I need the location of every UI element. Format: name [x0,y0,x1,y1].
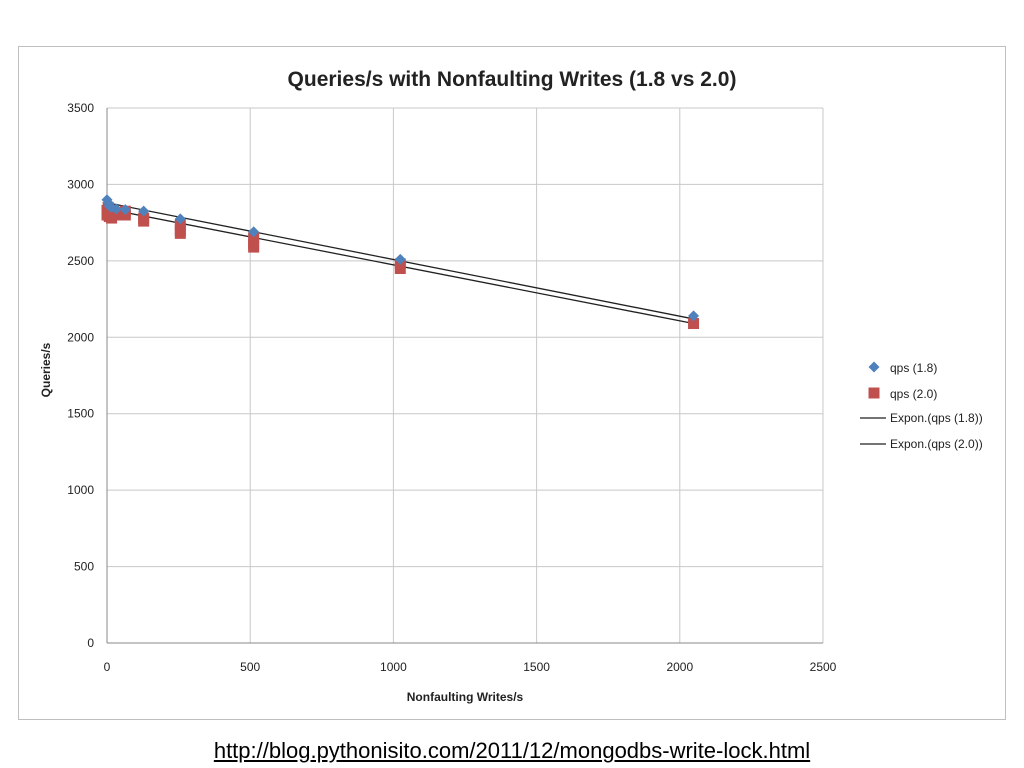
x-tick-label: 2500 [810,660,837,674]
legend: qps (1.8) qps (2.0) Expon.(qps (1.8)) Expon… [860,361,983,451]
data-point-square [248,241,260,253]
data-point-square [174,227,186,239]
legend-label: Expon.(qps (1.8)) [890,411,983,425]
y-tick-label: 500 [74,560,94,574]
chart-frame [18,46,1006,720]
data-point-diamond [119,204,131,216]
data-point-square [688,318,700,330]
y-tick-label: 2500 [67,254,94,268]
data-point-square [248,232,260,244]
points-layer [101,194,700,330]
data-point-diamond [248,226,260,238]
x-tick-label: 2000 [666,660,693,674]
x-axis-title: Nonfaulting Writes/s [407,690,524,704]
y-tick-label: 3000 [67,177,94,191]
data-point-square [138,215,150,227]
data-point-diamond [110,203,122,215]
y-axis-title: Queries/s [39,342,53,397]
legend-label: qps (2.0) [890,387,937,401]
grid-layer [106,107,824,644]
legend-marker [868,387,880,399]
y-tick-label: 1500 [67,407,94,421]
data-point-square [394,263,406,274]
legend-label: qps (1.8) [890,361,937,375]
source-link[interactable]: http://blog.pythonisito.com/2011/12/mong… [213,738,811,763]
data-point-diamond [688,310,700,322]
chart-title: Queries/s with Nonfaulting Writes (1.8 v… [288,68,737,91]
data-point-diamond [174,213,186,225]
y-tick-label: 2000 [67,330,94,344]
data-point-diamond [394,253,406,265]
x-tick-label: 500 [240,660,260,674]
legend-label: Expon.(qps (2.0)) [890,437,983,451]
x-tick-label: 0 [104,660,111,674]
x-tick-label: 1000 [380,660,407,674]
data-point-diamond [138,205,150,217]
x-tick-label: 1500 [523,660,550,674]
y-tick-label: 1000 [67,483,94,497]
axis-layer: 0 500 1000 1500 2000 2500 3000 3500 0 500 1000 1500… [67,101,836,674]
y-tick-label: 0 [87,636,94,650]
y-tick-label: 3500 [67,101,94,115]
legend-marker [868,361,880,373]
